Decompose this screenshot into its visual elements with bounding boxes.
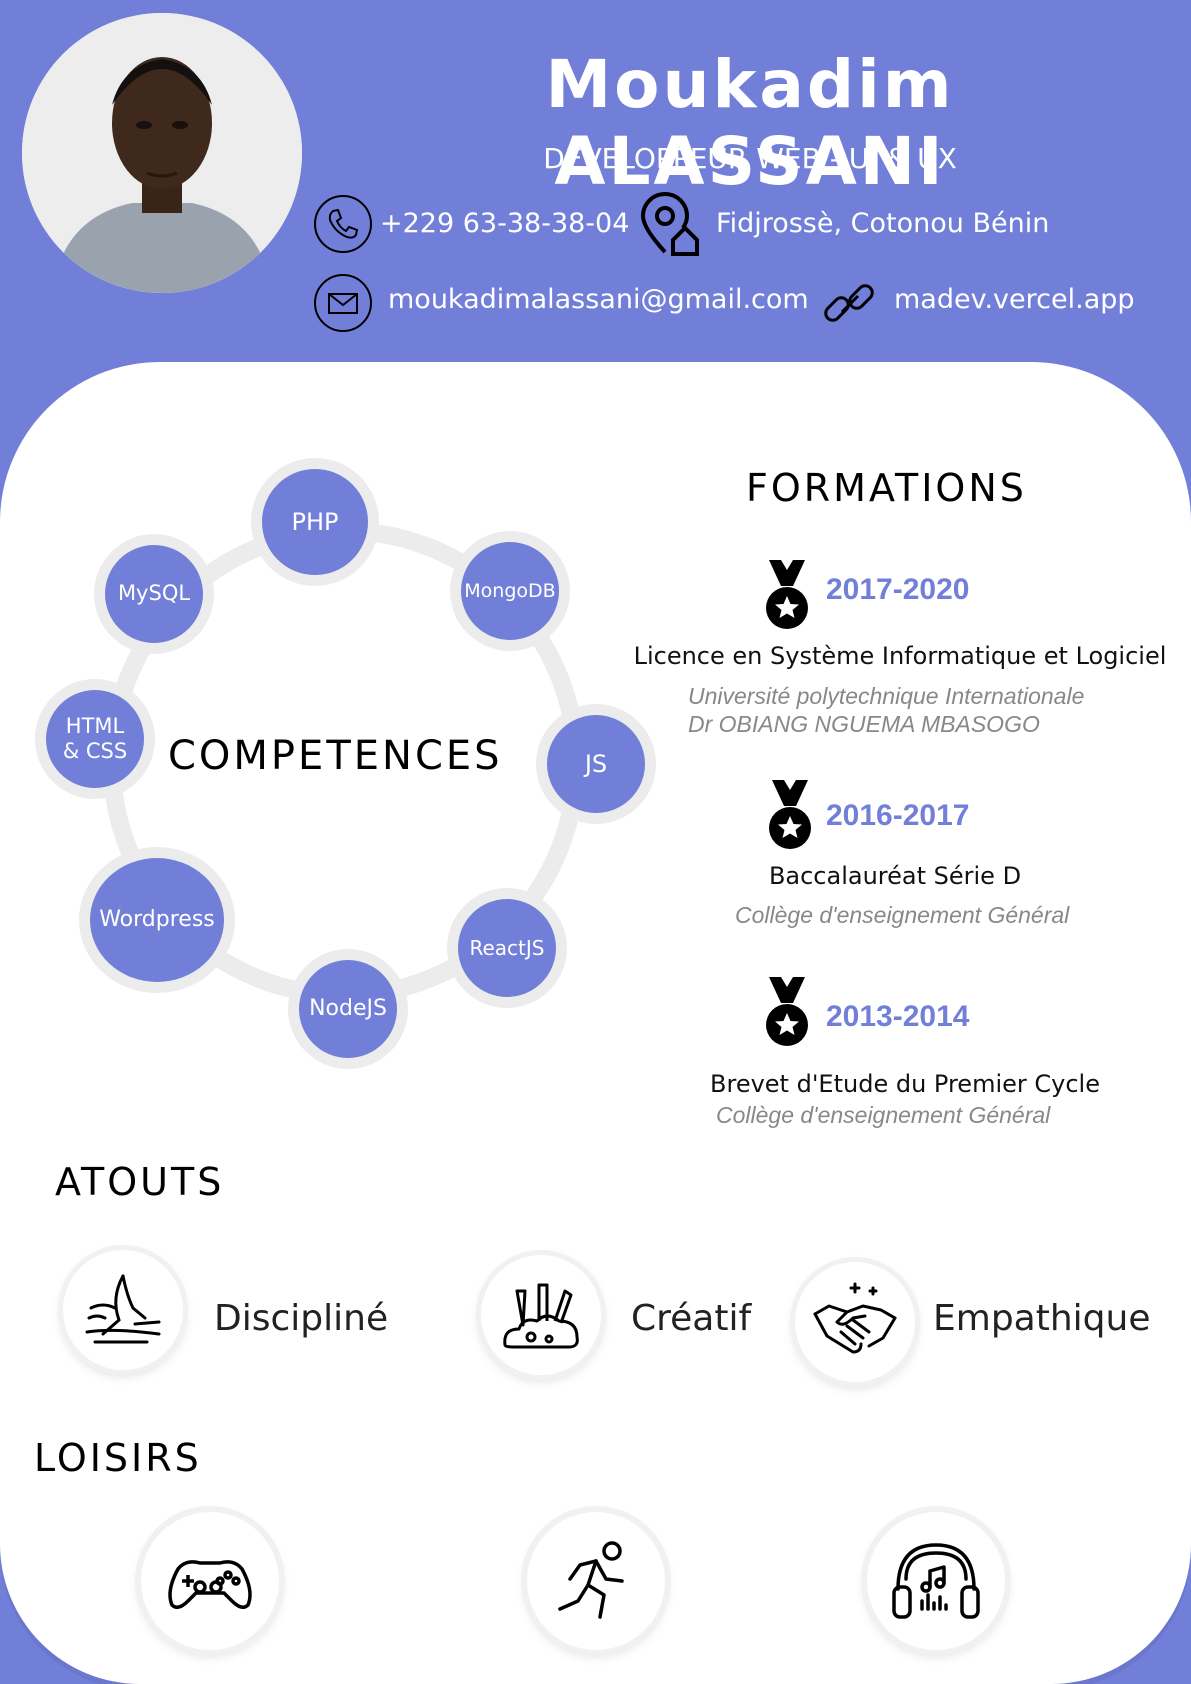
skill-js: JS <box>547 715 645 813</box>
candidate-name: Moukadim ALASSANI <box>545 46 955 200</box>
email-link[interactable]: moukadimalassani@gmail.com <box>388 284 809 315</box>
location-home-icon <box>635 190 705 264</box>
loisirs-title: LOISIRS <box>34 1436 202 1480</box>
headphones-icon <box>867 1512 1005 1650</box>
avatar-portrait <box>22 13 302 293</box>
atout-2-label: Créatif <box>631 1298 752 1339</box>
skill-reactjs: ReactJS <box>458 899 556 997</box>
atouts-title: ATOUTS <box>55 1160 225 1204</box>
handshake-icon <box>795 1262 915 1382</box>
creative-tools-icon <box>481 1255 601 1375</box>
formation-1-school-line1: Université polytechnique Internationale <box>688 683 1085 709</box>
phone-icon <box>313 194 373 258</box>
website-link[interactable]: madev.vercel.app <box>894 284 1135 315</box>
formation-1-years: 2017-2020 <box>826 573 970 606</box>
formation-3-school: Collège d'enseignement Général <box>716 1102 1051 1128</box>
formations-title: FORMATIONS <box>746 466 1027 510</box>
formation-3-degree: Brevet d'Etude du Premier Cycle <box>710 1070 1100 1098</box>
atout-1-label: Discipliné <box>214 1298 389 1339</box>
skill-mysql: MySQL <box>105 545 203 643</box>
mail-icon <box>313 273 373 337</box>
medal-icon <box>763 558 811 636</box>
profile-photo <box>22 13 302 293</box>
phone-number[interactable]: +229 63-38-38-04 <box>380 208 630 239</box>
running-icon <box>527 1512 665 1650</box>
skill-mongodb: MongoDB <box>461 542 559 640</box>
gamepad-icon <box>141 1512 279 1650</box>
formation-1-school-line2: Dr OBIANG NGUEMA MBASOGO <box>688 711 1040 737</box>
formation-2-degree: Baccalauréat Série D <box>768 862 1022 890</box>
job-title: DEVELOPPEUR WEB - UI & UX <box>543 142 957 175</box>
formation-2-school: Collège d'enseignement Général <box>735 902 1070 928</box>
medal-icon <box>763 975 811 1053</box>
skill-wordpress: Wordpress <box>90 858 224 982</box>
atout-3-label: Empathique <box>933 1298 1151 1339</box>
medal-icon <box>766 778 814 856</box>
formation-2-years: 2016-2017 <box>826 799 970 832</box>
skill-php: PHP <box>262 469 368 575</box>
formation-1-degree: Licence en Système Informatique et Logic… <box>633 642 1167 670</box>
competences-title: COMPETENCES <box>168 733 503 779</box>
formation-3-years: 2013-2014 <box>826 1000 970 1033</box>
skill-nodejs: NodeJS <box>299 960 397 1058</box>
skill-html-css: HTML & CSS <box>46 690 144 788</box>
discipline-icon <box>63 1250 183 1370</box>
link-chain-icon <box>818 272 882 340</box>
location-text: Fidjrossè, Cotonou Bénin <box>716 208 1050 239</box>
